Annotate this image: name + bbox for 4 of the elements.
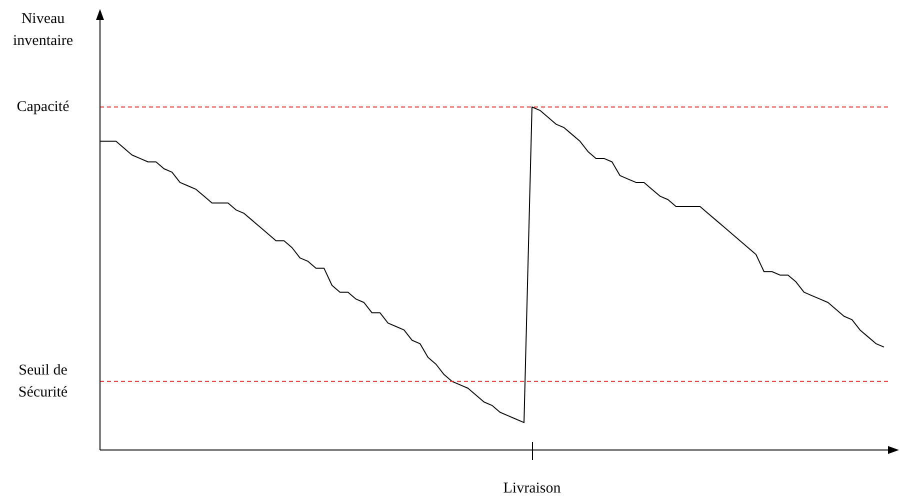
ref-line-label: Capacité bbox=[16, 98, 70, 115]
x-axis-title: Livraison bbox=[503, 480, 562, 496]
y-axis-title: Niveau inventaire bbox=[13, 10, 74, 49]
ref-line-label: Seuil de Sécurité bbox=[18, 362, 68, 400]
